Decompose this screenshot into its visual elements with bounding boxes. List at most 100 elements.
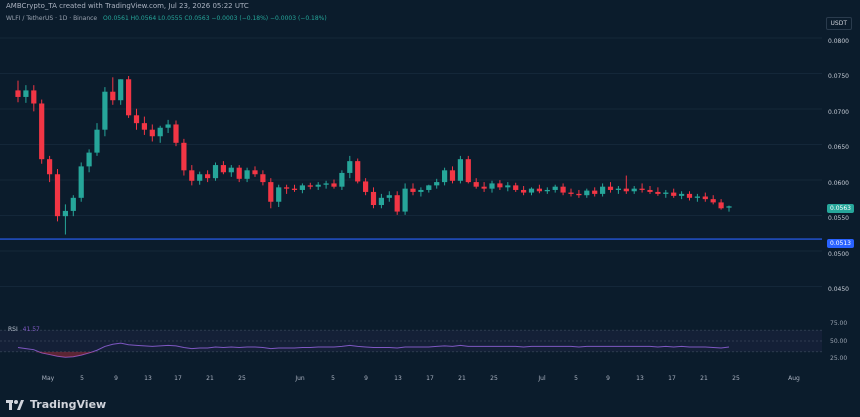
candle[interactable] bbox=[568, 188, 574, 197]
candle[interactable] bbox=[205, 170, 211, 183]
candle[interactable] bbox=[600, 183, 606, 197]
candle[interactable] bbox=[299, 183, 305, 194]
candle[interactable] bbox=[623, 175, 629, 194]
candle[interactable] bbox=[434, 178, 440, 189]
candle[interactable] bbox=[544, 187, 550, 194]
candle[interactable] bbox=[663, 189, 669, 198]
candle[interactable] bbox=[220, 161, 226, 175]
candle[interactable] bbox=[489, 180, 495, 193]
candle[interactable] bbox=[102, 87, 108, 137]
candle[interactable] bbox=[726, 205, 732, 212]
candle[interactable] bbox=[244, 167, 250, 183]
candle[interactable] bbox=[62, 204, 68, 235]
candle[interactable] bbox=[94, 123, 100, 156]
candle[interactable] bbox=[228, 165, 234, 177]
candle[interactable] bbox=[126, 75, 132, 118]
candle[interactable] bbox=[655, 187, 661, 196]
candle[interactable] bbox=[173, 120, 179, 147]
rsi-label[interactable]: RSI bbox=[8, 326, 18, 333]
candle[interactable] bbox=[647, 186, 653, 194]
candle[interactable] bbox=[560, 183, 566, 196]
time-axis[interactable]: May 5 9 13 17 21 25 Jun 5 9 13 17 21 25 Jul 5 9 13 17 21 25 A… bbox=[0, 372, 822, 384]
candle[interactable] bbox=[607, 182, 614, 193]
candle[interactable] bbox=[323, 180, 329, 189]
candle[interactable] bbox=[260, 170, 266, 186]
candle[interactable] bbox=[386, 191, 392, 202]
candle[interactable] bbox=[70, 195, 76, 217]
candle[interactable] bbox=[481, 182, 487, 192]
candle[interactable] bbox=[394, 191, 400, 215]
candle[interactable] bbox=[331, 179, 337, 189]
candle[interactable] bbox=[442, 167, 448, 186]
candle[interactable] bbox=[702, 192, 708, 202]
candle[interactable] bbox=[23, 85, 29, 103]
candle[interactable] bbox=[31, 85, 37, 112]
currency-button[interactable]: USDT bbox=[825, 17, 852, 30]
rsi-line[interactable] bbox=[17, 342, 730, 358]
candle[interactable] bbox=[631, 186, 637, 194]
candle[interactable] bbox=[449, 166, 456, 184]
symbol-legend[interactable]: WLFI / TetherUS · 1D · Binance O0.0561 H… bbox=[6, 15, 327, 22]
candle[interactable] bbox=[370, 187, 377, 209]
candle[interactable] bbox=[497, 180, 503, 190]
candle[interactable] bbox=[686, 191, 693, 201]
candle[interactable] bbox=[15, 80, 21, 103]
candle[interactable] bbox=[410, 183, 416, 196]
candle[interactable] bbox=[157, 125, 163, 143]
candle[interactable] bbox=[339, 170, 345, 190]
candle[interactable] bbox=[679, 191, 685, 200]
candle[interactable] bbox=[363, 178, 369, 196]
candle[interactable] bbox=[694, 193, 700, 202]
candle[interactable] bbox=[473, 178, 479, 189]
candle[interactable] bbox=[181, 138, 187, 176]
candle[interactable] bbox=[252, 166, 258, 177]
candle[interactable] bbox=[426, 184, 432, 193]
symbol-label[interactable]: WLFI / TetherUS · 1D · Binance bbox=[6, 15, 98, 22]
candle[interactable] bbox=[528, 187, 535, 196]
candle[interactable] bbox=[212, 162, 219, 181]
rsi-legend[interactable]: RSI 41.57 bbox=[8, 326, 40, 333]
candle[interactable] bbox=[276, 184, 282, 207]
candle[interactable] bbox=[576, 189, 582, 198]
candle[interactable] bbox=[110, 77, 116, 105]
candle[interactable] bbox=[418, 187, 424, 197]
candle[interactable] bbox=[639, 183, 645, 193]
candle[interactable] bbox=[710, 195, 716, 205]
candle[interactable] bbox=[189, 165, 195, 186]
candle[interactable] bbox=[552, 184, 558, 193]
candle[interactable] bbox=[165, 119, 171, 133]
candle[interactable] bbox=[47, 155, 53, 183]
candle[interactable] bbox=[347, 155, 353, 179]
candle[interactable] bbox=[141, 116, 147, 135]
candle[interactable] bbox=[457, 155, 463, 184]
candle[interactable] bbox=[378, 193, 384, 209]
candle[interactable] bbox=[315, 182, 321, 190]
candle[interactable] bbox=[513, 182, 519, 192]
candle[interactable] bbox=[402, 183, 408, 215]
candle[interactable] bbox=[521, 186, 527, 196]
candle[interactable] bbox=[307, 182, 313, 190]
candle[interactable] bbox=[355, 158, 361, 184]
candle[interactable] bbox=[671, 188, 677, 198]
candle[interactable] bbox=[505, 182, 511, 192]
candle[interactable] bbox=[268, 178, 274, 209]
candle[interactable] bbox=[39, 99, 45, 164]
candle[interactable] bbox=[197, 171, 203, 185]
candle[interactable] bbox=[78, 162, 84, 202]
candle[interactable] bbox=[592, 187, 598, 197]
candle[interactable] bbox=[718, 199, 724, 210]
candle[interactable] bbox=[291, 184, 298, 192]
candle[interactable] bbox=[133, 108, 140, 130]
candle[interactable] bbox=[54, 169, 61, 222]
candle[interactable] bbox=[149, 124, 155, 142]
price-axis[interactable]: 0.0800 0.0750 0.0700 0.0650 0.0600 0.055… bbox=[822, 0, 860, 370]
candle[interactable] bbox=[615, 186, 621, 194]
candle[interactable] bbox=[584, 188, 590, 198]
candle[interactable] bbox=[465, 155, 471, 184]
candle[interactable] bbox=[86, 149, 92, 173]
candle[interactable] bbox=[536, 184, 542, 194]
price-chart[interactable] bbox=[0, 0, 822, 372]
candle[interactable] bbox=[118, 79, 124, 105]
candle[interactable] bbox=[284, 184, 290, 194]
